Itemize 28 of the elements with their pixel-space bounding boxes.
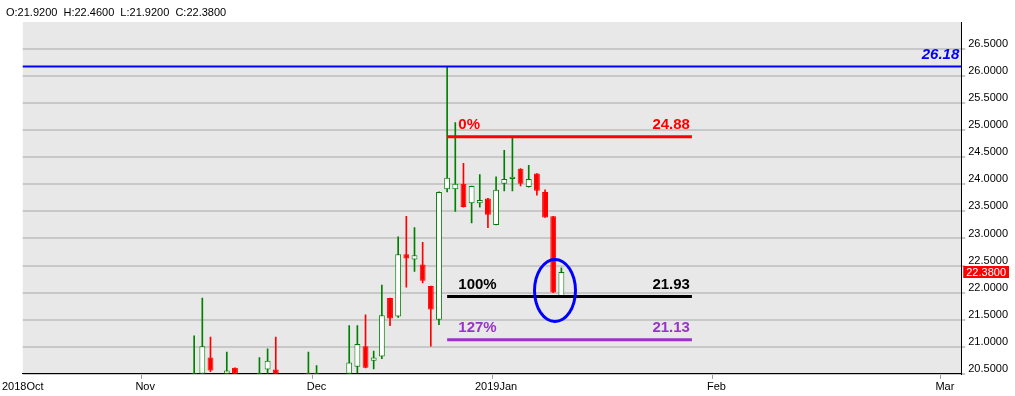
y-tick-label: 20.5000 xyxy=(968,361,1008,374)
text: 22.3800 xyxy=(966,265,1006,278)
y-tick-label: 26.0000 xyxy=(968,64,1008,77)
x-tick-label: Mar xyxy=(935,380,955,393)
x-tick-label: 2018Oct xyxy=(1,380,44,393)
annotation: 24.88 xyxy=(652,115,690,133)
x-tick-label: Dec xyxy=(306,380,327,393)
y-tick-label: 23.0000 xyxy=(968,226,1008,239)
annotation: 26.18 xyxy=(920,45,960,63)
y-tick-label: 22.0000 xyxy=(968,280,1008,293)
y-tick-label: 21.0000 xyxy=(968,334,1008,347)
y-tick-label: 24.0000 xyxy=(968,172,1008,185)
y-tick-label: 25.0000 xyxy=(968,118,1008,131)
y-tick-label: 24.5000 xyxy=(968,145,1008,158)
annotation: 100% xyxy=(458,275,497,293)
y-tick-label: 26.5000 xyxy=(968,37,1008,50)
x-tick-label: Nov xyxy=(135,380,156,393)
annotation: 21.13 xyxy=(652,318,690,336)
y-tick-label: 25.5000 xyxy=(968,91,1008,104)
y-tick-label: 21.5000 xyxy=(968,307,1008,320)
annotation: 127% xyxy=(458,318,497,336)
x-tick-label: 2019Jan xyxy=(474,380,518,393)
y-tick-label: 23.5000 xyxy=(968,199,1008,212)
annotation: 21.93 xyxy=(652,275,690,293)
annotation: 0% xyxy=(458,115,480,133)
y-tick-label: 22.5000 xyxy=(968,253,1008,266)
text: O:21.9200 H:22.4600 L:21.9200 C:22.3800 xyxy=(6,6,227,19)
x-tick-label: Feb xyxy=(706,380,726,393)
